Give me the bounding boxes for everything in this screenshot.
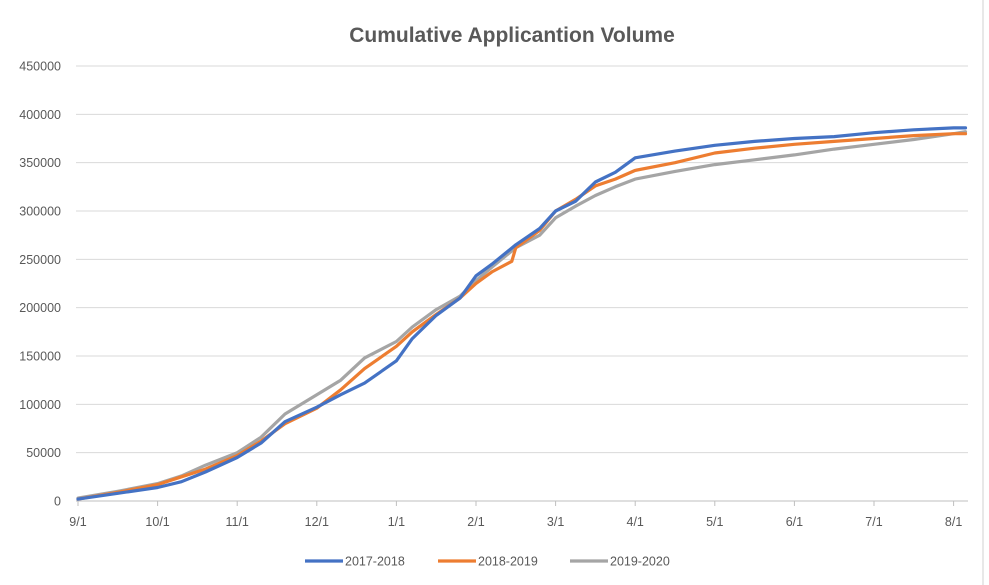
y-tick-label: 300000 xyxy=(19,205,61,219)
series-line-2019-2020 xyxy=(76,130,968,500)
x-axis-ticks: 9/1 10/1 11/1 12/1 1/1 2/1 3/1 4/1 5/1 6/1 7/1 8/1 xyxy=(69,501,962,529)
x-tick-label: 12/1 xyxy=(305,515,329,529)
y-tick-label: 400000 xyxy=(19,108,61,122)
x-tick-label: 3/1 xyxy=(547,515,564,529)
y-tick-label: 150000 xyxy=(19,350,61,364)
y-tick-label: 250000 xyxy=(19,253,61,267)
legend-label: 2019-2020 xyxy=(610,555,670,569)
x-tick-label: 4/1 xyxy=(627,515,644,529)
y-tick-label: 0 xyxy=(54,495,61,509)
series-lines xyxy=(76,126,968,501)
y-tick-label: 50000 xyxy=(26,446,61,460)
x-tick-label: 6/1 xyxy=(786,515,803,529)
y-tick-label: 450000 xyxy=(19,60,61,74)
legend-label: 2018-2019 xyxy=(478,555,538,569)
x-tick-label: 7/1 xyxy=(865,515,882,529)
x-tick-label: 5/1 xyxy=(706,515,723,529)
gridlines xyxy=(76,65,968,502)
x-tick-label: 11/1 xyxy=(225,515,248,529)
x-tick-label: 2/1 xyxy=(467,515,484,529)
y-tick-label: 350000 xyxy=(19,156,61,170)
chart-title: Cumulative Applicantion Volume xyxy=(349,24,675,47)
legend: 2017-2018 2018-2019 2019-2020 xyxy=(305,555,670,569)
x-tick-label: 1/1 xyxy=(388,515,405,529)
x-tick-label: 9/1 xyxy=(69,515,86,529)
y-tick-label: 100000 xyxy=(19,398,61,412)
series-line-2017-2018 xyxy=(76,126,968,501)
series-line-2018-2019 xyxy=(76,132,968,501)
y-axis-ticks: 0 50000 100000 150000 200000 250000 300000 3500… xyxy=(19,60,61,509)
legend-label: 2017-2018 xyxy=(345,555,405,569)
x-tick-label: 10/1 xyxy=(145,515,169,529)
y-tick-label: 200000 xyxy=(19,301,61,315)
x-tick-label: 8/1 xyxy=(945,515,962,529)
